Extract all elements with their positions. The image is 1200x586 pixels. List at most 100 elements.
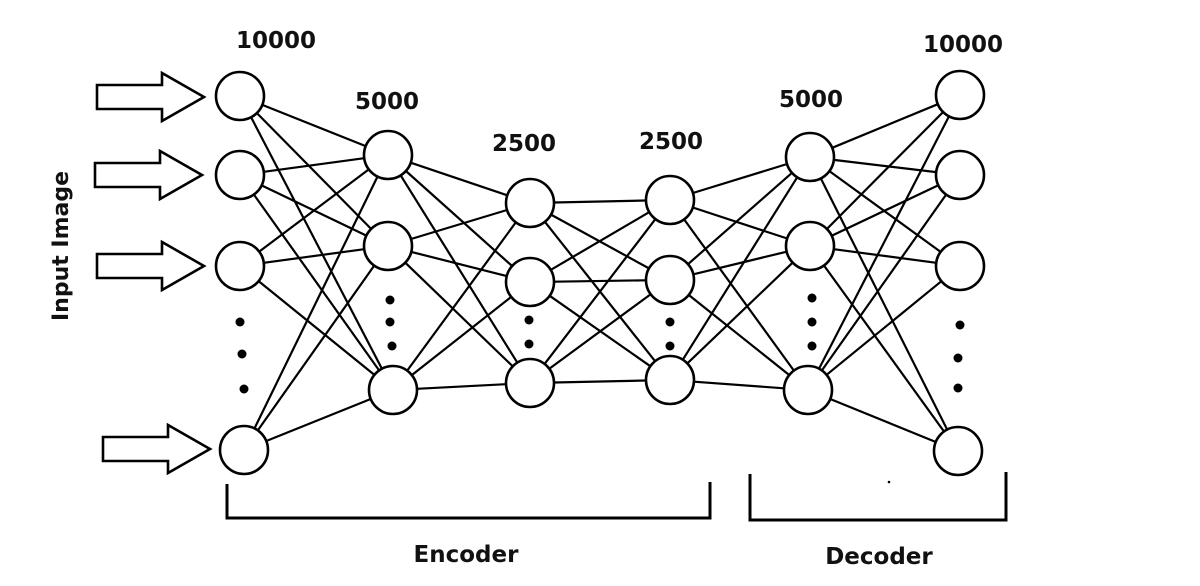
ellipsis-dot xyxy=(385,317,395,327)
layer-size-label: 2500 xyxy=(492,131,556,157)
neuron-node xyxy=(367,364,419,416)
connection-line xyxy=(818,115,950,370)
connection-line xyxy=(410,208,508,241)
connection-line xyxy=(406,221,517,372)
neuron-node xyxy=(934,149,986,201)
encoder-bracket xyxy=(225,482,712,520)
ellipsis-dot xyxy=(665,341,675,351)
neuron-node xyxy=(934,240,986,292)
connection-line xyxy=(829,397,937,444)
connection-line xyxy=(688,294,790,376)
connection-line xyxy=(693,250,787,276)
connection-line xyxy=(265,397,372,443)
decoder-label: Decoder xyxy=(825,544,933,570)
neuron-node xyxy=(504,357,556,409)
ellipsis-dot xyxy=(807,317,817,327)
input-arrow-icon xyxy=(93,148,205,202)
connection-line xyxy=(681,176,799,361)
neuron-node xyxy=(218,424,270,476)
ellipsis-dot xyxy=(807,341,817,351)
ellipsis-dot xyxy=(239,384,249,394)
connection-line xyxy=(405,170,513,267)
connection-line xyxy=(411,250,507,278)
connection-line xyxy=(831,103,939,149)
layer-size-label: 5000 xyxy=(355,89,419,115)
connection-line xyxy=(250,116,383,370)
ellipsis-dot xyxy=(235,317,245,327)
layer-size-label: 10000 xyxy=(236,28,316,54)
input-image-label: Input Image xyxy=(49,171,74,321)
ellipsis-dot xyxy=(953,383,963,393)
neuron-node xyxy=(644,354,696,406)
input-arrow-icon xyxy=(95,70,207,124)
connection-line xyxy=(256,264,376,432)
connection-line xyxy=(553,279,647,283)
connection-line xyxy=(253,176,379,429)
connection-line xyxy=(263,248,365,264)
connection-line xyxy=(833,158,937,174)
neurons xyxy=(214,69,986,477)
decoder-bracket xyxy=(748,472,1008,522)
connection-line xyxy=(399,174,519,364)
connection-line xyxy=(683,218,795,372)
neuron-node xyxy=(362,220,414,272)
connection-line xyxy=(692,162,788,195)
connection-line xyxy=(687,171,793,266)
connection-line xyxy=(553,379,647,384)
connection-line xyxy=(553,199,647,204)
layer-size-label: 10000 xyxy=(923,32,1003,58)
ellipsis-dot xyxy=(524,339,534,349)
neuron-node xyxy=(644,174,696,226)
connection-line xyxy=(261,103,367,148)
neuron-node xyxy=(504,177,556,229)
neuron-node xyxy=(214,149,266,201)
connection-line xyxy=(825,280,943,376)
connection-line xyxy=(833,248,937,264)
ellipsis-dot xyxy=(955,320,965,330)
input-arrows xyxy=(93,70,213,476)
neuron-node xyxy=(214,70,266,122)
connection-line xyxy=(257,280,376,376)
input-arrow-icon xyxy=(101,422,213,476)
neuron-node xyxy=(214,240,266,292)
input-arrow-icon xyxy=(95,239,207,293)
ellipsis-dot xyxy=(524,315,534,325)
connection-line xyxy=(550,211,650,271)
ellipsis-dots xyxy=(235,293,965,394)
connection-line xyxy=(543,218,657,365)
connection-line xyxy=(819,177,949,431)
connection-line xyxy=(253,193,380,372)
neuron-node xyxy=(504,256,556,308)
layer-size-label: 5000 xyxy=(779,87,843,113)
connection-line xyxy=(823,264,945,433)
neuron-node xyxy=(782,364,834,416)
encoder-label: Encoder xyxy=(414,542,520,568)
neuron-node xyxy=(784,131,836,183)
neuron-node xyxy=(932,425,984,477)
connection-line xyxy=(686,261,794,365)
layer-size-label: 2500 xyxy=(639,129,703,155)
connection-line xyxy=(256,112,372,230)
neuron-node xyxy=(362,129,414,181)
speck-mark xyxy=(887,480,891,484)
connection-line xyxy=(404,261,514,368)
ellipsis-dot xyxy=(665,317,675,327)
layer-size-labels: 10000 5000 2500 2500 5000 10000 xyxy=(236,28,1003,157)
neuron-node xyxy=(934,69,986,121)
ellipsis-dot xyxy=(807,293,817,303)
ellipsis-dot xyxy=(387,341,397,351)
connection-line xyxy=(416,383,507,390)
connection-line xyxy=(548,293,652,370)
connection-line xyxy=(410,161,508,197)
neuron-node xyxy=(784,220,836,272)
connections xyxy=(250,103,950,444)
connection-line xyxy=(263,157,365,173)
connection-line xyxy=(693,380,785,390)
connection-line xyxy=(831,184,939,237)
ellipsis-dot xyxy=(385,295,395,305)
ellipsis-dot xyxy=(953,353,963,363)
ellipsis-dot xyxy=(237,349,247,359)
connection-line xyxy=(826,111,944,230)
